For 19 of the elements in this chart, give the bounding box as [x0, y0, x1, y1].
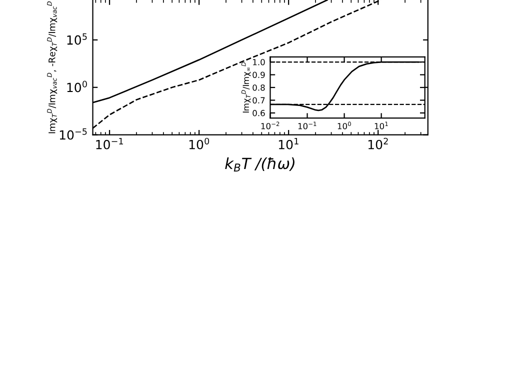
y-tick-label: 1.0 [253, 58, 265, 66]
x-tick-label: 10$^{1}$ [374, 122, 388, 130]
x-tick-label: 10$^{1}$ [278, 138, 298, 150]
x-tick-label: 10$^{0}$ [338, 122, 351, 130]
y-tick-label: 0.7 [252, 97, 265, 104]
x-tick-label: 10$^{−1}$ [96, 138, 123, 150]
y-tick-label: 0.6 [252, 110, 265, 116]
y-tick-label: 10$^{0}$ [67, 80, 87, 92]
y-tick-label: 10$^{−5}$ [60, 128, 87, 140]
x-tick-label: 10$^{−2}$ [261, 122, 280, 130]
x-tick-label: 10$^{2}$ [368, 138, 388, 150]
x-axis-title: k$_{B}$T /(ħω) [225, 157, 294, 172]
y-tick-label: 10$^{5}$ [67, 33, 87, 45]
y-axis-title: Imχ$_{T}$$^{D}$/Imχ$_{∞}$$^{D}$ [241, 62, 251, 112]
x-tick-label: 10$^{−1}$ [298, 122, 316, 130]
text: Imχ$_{T}$$^{D}$/Imχ$_{vac}$$^{D}$, -Reχ$_{T}$$^{D}$/Imχ$_{vac}$$^{D}$ [47, 1, 58, 134]
y-tick-label: 0.8 [252, 84, 265, 91]
y-tick-label: 0.9 [252, 72, 265, 78]
x-tick-label: 10$^{0}$ [189, 138, 210, 150]
